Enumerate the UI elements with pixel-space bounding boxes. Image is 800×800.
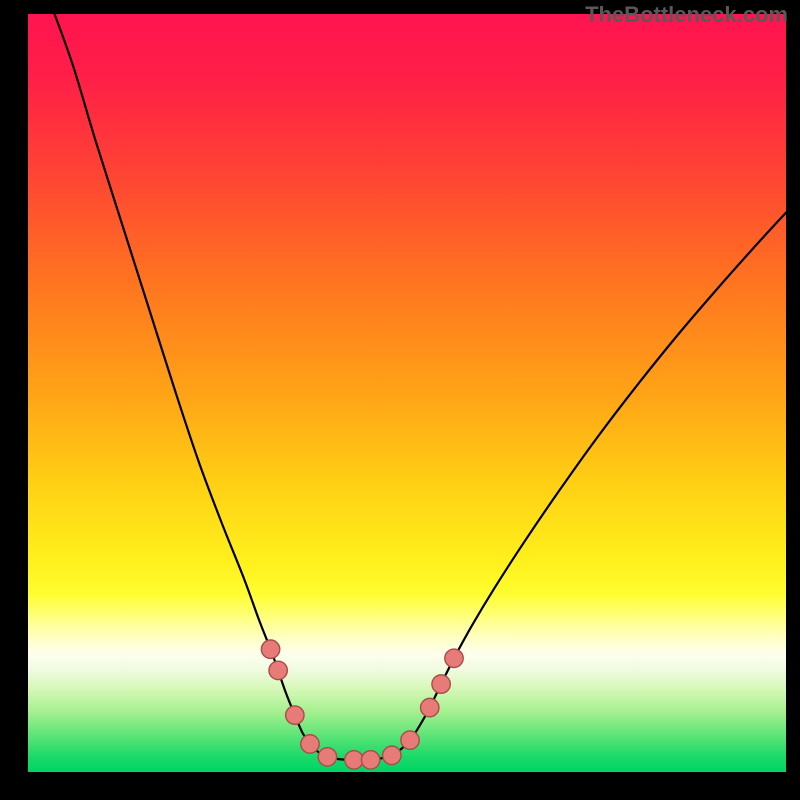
marker-point (301, 735, 319, 753)
marker-point (361, 751, 379, 769)
marker-point (286, 706, 304, 724)
marker-point (445, 649, 463, 667)
chart-svg (28, 14, 786, 772)
marker-point (432, 675, 450, 693)
marker-point (345, 751, 363, 769)
watermark-text: TheBottleneck.com (585, 2, 788, 28)
plot-area (28, 14, 786, 772)
marker-point (318, 748, 336, 766)
marker-point (269, 661, 287, 679)
marker-point (383, 746, 401, 764)
marker-point (261, 640, 279, 658)
gradient-background (28, 14, 786, 772)
marker-point (421, 698, 439, 716)
marker-point (401, 731, 419, 749)
